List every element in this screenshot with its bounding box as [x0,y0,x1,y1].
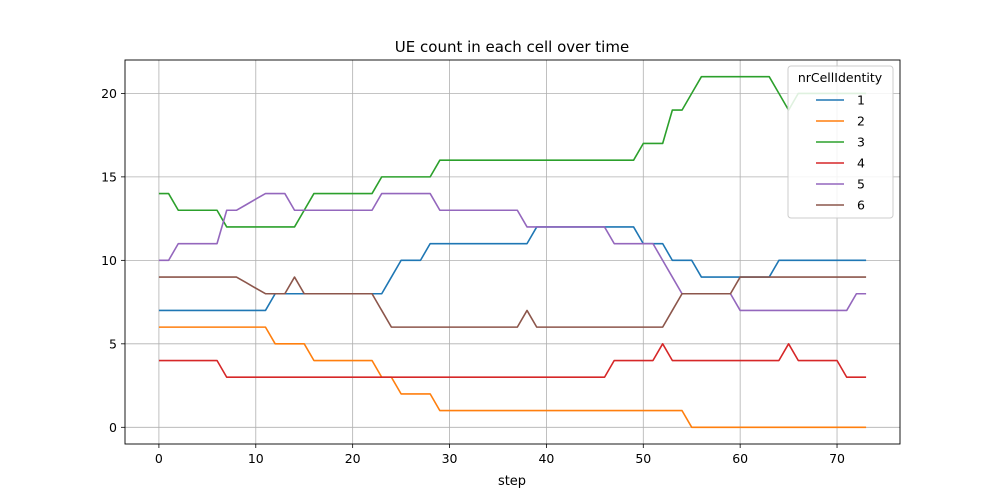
series-line-1 [158,226,867,312]
chart-title: UE count in each cell over time [395,38,629,56]
x-tick-label: 10 [248,451,264,466]
series-lines [158,75,867,429]
x-tick-label: 50 [635,451,651,466]
x-tick-label: 60 [732,451,748,466]
series-line-5 [158,192,867,312]
legend: nrCellIdentity 1 2 3 4 5 6 [787,65,894,219]
axis-ticks: 0 10 20 30 40 50 60 70 0 5 10 15 20 [101,86,845,466]
y-tick-label: 10 [101,253,117,268]
y-tick-label: 20 [101,86,117,101]
series-line-2 [158,326,867,429]
y-tick-label: 15 [101,169,117,184]
grid [125,60,900,444]
legend-label-3: 3 [857,135,865,150]
legend-label-4: 4 [857,156,865,171]
x-tick-label: 20 [345,451,361,466]
legend-items: 1 2 3 4 5 6 [816,93,865,213]
legend-title: nrCellIdentity [798,70,883,85]
legend-label-2: 2 [857,114,865,129]
y-tick-label: 0 [109,420,117,435]
legend-label-1: 1 [857,93,865,108]
legend-label-6: 6 [857,198,865,213]
y-tick-label: 5 [109,336,117,351]
x-tick-label: 70 [829,451,845,466]
x-tick-label: 40 [538,451,554,466]
legend-label-5: 5 [857,177,865,192]
series-line-3 [158,75,867,228]
x-axis-title: step [498,474,526,489]
x-tick-label: 0 [155,451,163,466]
series-line-6 [158,276,867,328]
plot-area-frame [124,59,901,445]
series-line-4 [158,343,867,379]
x-tick-label: 30 [442,451,458,466]
